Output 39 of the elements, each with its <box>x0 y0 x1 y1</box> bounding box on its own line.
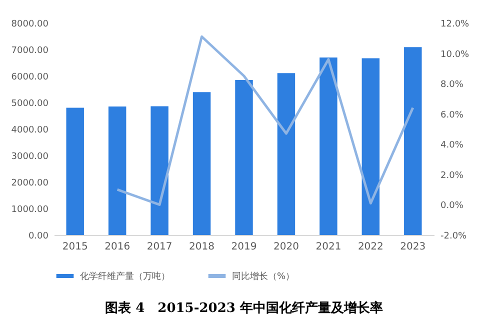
bar <box>404 47 422 235</box>
bar <box>150 106 168 235</box>
y-tick-label: 5000.00 <box>11 99 49 109</box>
x-tick-label: 2018 <box>189 242 215 252</box>
x-tick-label: 2015 <box>62 242 88 252</box>
y2-tick-label: 8.0% <box>440 80 464 90</box>
x-tick-label: 2016 <box>104 242 130 252</box>
bar <box>66 108 84 235</box>
x-tick-label: 2022 <box>358 242 384 252</box>
y-tick-label: 3000.00 <box>11 152 49 162</box>
x-tick-label: 2020 <box>273 242 299 252</box>
legend-label: 同比增长（%） <box>232 271 295 282</box>
y-tick-label: 7000.00 <box>11 46 49 56</box>
y-tick-label: 8000.00 <box>11 20 49 30</box>
y-tick-label: 0.00 <box>28 232 49 242</box>
y2-tick-label: 2.0% <box>440 170 464 181</box>
line-series <box>116 35 414 206</box>
text: 图表 4 2015-2023 年中国化纤产量及增长率 <box>105 300 383 316</box>
y-tick-label: 6000.00 <box>11 72 49 82</box>
bar <box>192 92 211 235</box>
x-tick-label: 2021 <box>316 242 342 252</box>
bar <box>320 57 338 235</box>
bar <box>362 58 380 235</box>
y-tick-label: 1000.00 <box>11 205 49 215</box>
y2-tick-label: 0.0% <box>440 201 464 212</box>
legend-label: 化学纤维产量（万吨） <box>80 271 170 282</box>
y2-tick-label: 6.0% <box>440 110 464 120</box>
x-tick-label: 2017 <box>146 242 172 252</box>
bar <box>277 73 296 235</box>
bar <box>108 106 126 235</box>
x-tick-label: 2023 <box>400 242 426 252</box>
y2-tick-label: 4.0% <box>440 140 464 151</box>
y-tick-label: 2000.00 <box>11 178 49 188</box>
x-tick-label: 2019 <box>231 242 257 252</box>
y2-tick-label: -2.0% <box>440 232 468 242</box>
bar <box>235 80 253 235</box>
y2-tick-label: 10.0% <box>440 50 470 60</box>
y2-tick-label: 12.0% <box>440 20 470 30</box>
y-tick-label: 4000.00 <box>11 126 49 136</box>
